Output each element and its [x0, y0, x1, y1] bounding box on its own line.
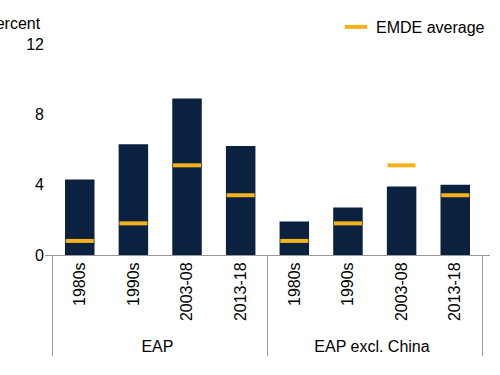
svg-text:2003-08: 2003-08	[178, 262, 195, 321]
svg-text:EAP: EAP	[141, 338, 173, 355]
svg-text:2003-08: 2003-08	[393, 262, 410, 321]
svg-text:1990s: 1990s	[339, 262, 356, 306]
svg-text:EAP excl. China: EAP excl. China	[314, 338, 429, 355]
svg-text:8: 8	[35, 106, 44, 123]
svg-text:1980s: 1980s	[71, 262, 88, 306]
svg-text:1980s: 1980s	[286, 262, 303, 306]
svg-text:1990s: 1990s	[125, 262, 142, 306]
svg-text:EMDE average: EMDE average	[376, 19, 485, 36]
svg-text:4: 4	[35, 176, 44, 193]
svg-text:2013-18: 2013-18	[232, 262, 249, 321]
svg-text:Percent: Percent	[0, 15, 41, 32]
svg-text:0: 0	[35, 247, 44, 264]
svg-text:2013-18: 2013-18	[446, 262, 463, 321]
svg-text:12: 12	[26, 36, 44, 53]
